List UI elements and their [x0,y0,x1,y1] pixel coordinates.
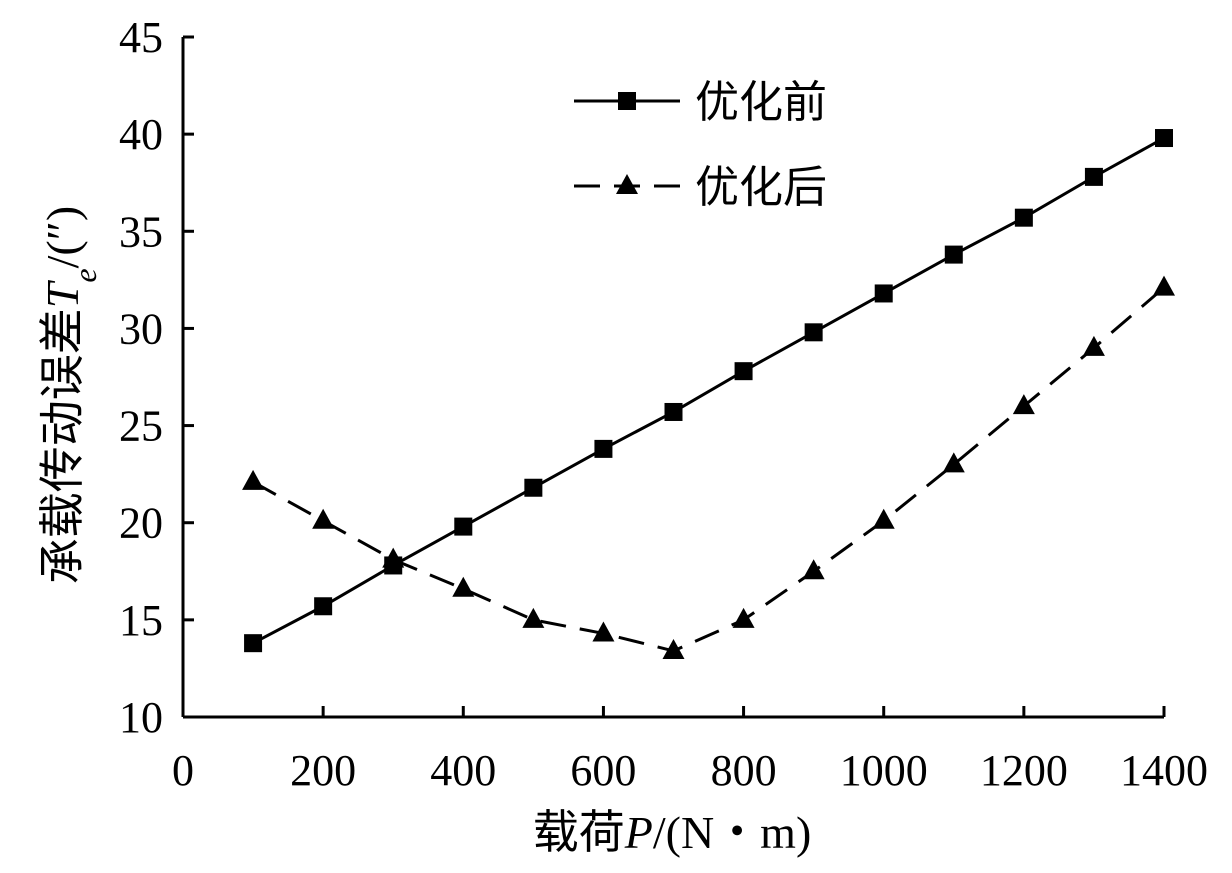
x-tick-label: 1000 [840,746,928,795]
ticks: 0 200 400 600 800 1000 1200 1400 10 15 20 25 30 35 40 4… [119,13,1208,795]
data-point [874,284,893,303]
y-tick-label: 35 [119,207,163,256]
series-line [252,136,1165,645]
data-point [1153,275,1175,296]
data-point [734,362,753,381]
x-axis-title: 载荷P/(N・m) [533,807,812,858]
series [242,129,1175,659]
x-tick-label: 200 [290,746,356,795]
legend-label: 优化后 [695,162,827,213]
data-point [524,478,543,497]
legend-label: 优化前 [695,77,827,128]
data-point [452,576,475,597]
x-tick-label: 0 [172,746,194,795]
data-point [1084,167,1103,186]
legend-marker [616,174,638,194]
data-point [664,402,683,421]
data-point [1082,335,1105,356]
data-point [454,517,473,536]
data-point [522,607,545,628]
data-point [242,469,265,490]
legend-entry-2: 优化后 [574,162,827,213]
data-point [944,245,963,264]
data-point [872,508,895,529]
series-2 [242,275,1175,659]
x-tick-label: 800 [711,746,777,795]
data-point [314,597,333,616]
axes [181,37,1164,719]
data-point [382,547,405,568]
y-tick-label: 25 [119,402,163,451]
data-point [312,508,335,529]
y-tick-label: 20 [119,499,163,548]
data-point [594,439,613,458]
data-point [244,634,263,653]
data-point [1155,129,1173,148]
series-line [252,286,1165,653]
x-tick-label: 600 [570,746,636,795]
x-tick-label: 400 [430,746,496,795]
data-point [662,638,685,659]
y-tick-label: 10 [119,693,163,742]
y-tick-label: 15 [119,596,163,645]
data-point [732,607,755,628]
data-point [1012,394,1035,415]
y-tick-label: 40 [119,110,163,159]
legend-marker [618,92,636,110]
data-point [804,323,823,342]
data-point [592,621,615,642]
x-tick-label: 1200 [980,746,1068,795]
y-axis-title: 承载传动误差Te/(″) [37,206,103,584]
data-point [1014,208,1033,227]
data-point [802,559,825,580]
y-tick-label: 30 [119,304,163,353]
x-tick-label: 1400 [1120,746,1208,795]
y-tick-label: 45 [119,13,163,62]
legend-entry-1: 优化前 [574,77,827,128]
data-point [942,452,965,473]
